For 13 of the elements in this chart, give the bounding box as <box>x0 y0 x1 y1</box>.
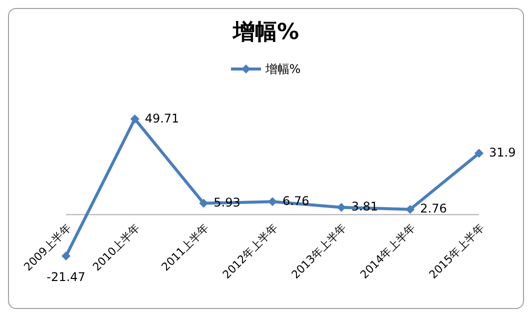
data-label: 2.76 <box>420 202 447 216</box>
chart-title: 增幅% <box>232 18 300 46</box>
data-label: -21.47 <box>46 270 86 284</box>
point <box>62 252 70 260</box>
point <box>130 114 140 124</box>
point <box>406 204 415 214</box>
data-label: 5.93 <box>214 196 240 210</box>
point <box>474 148 484 158</box>
point <box>268 197 277 206</box>
data-label: 31.9 <box>489 146 516 160</box>
data-label: 3.81 <box>351 200 378 214</box>
data-label: 49.71 <box>144 111 180 126</box>
legend-label: 增幅% <box>265 60 301 78</box>
